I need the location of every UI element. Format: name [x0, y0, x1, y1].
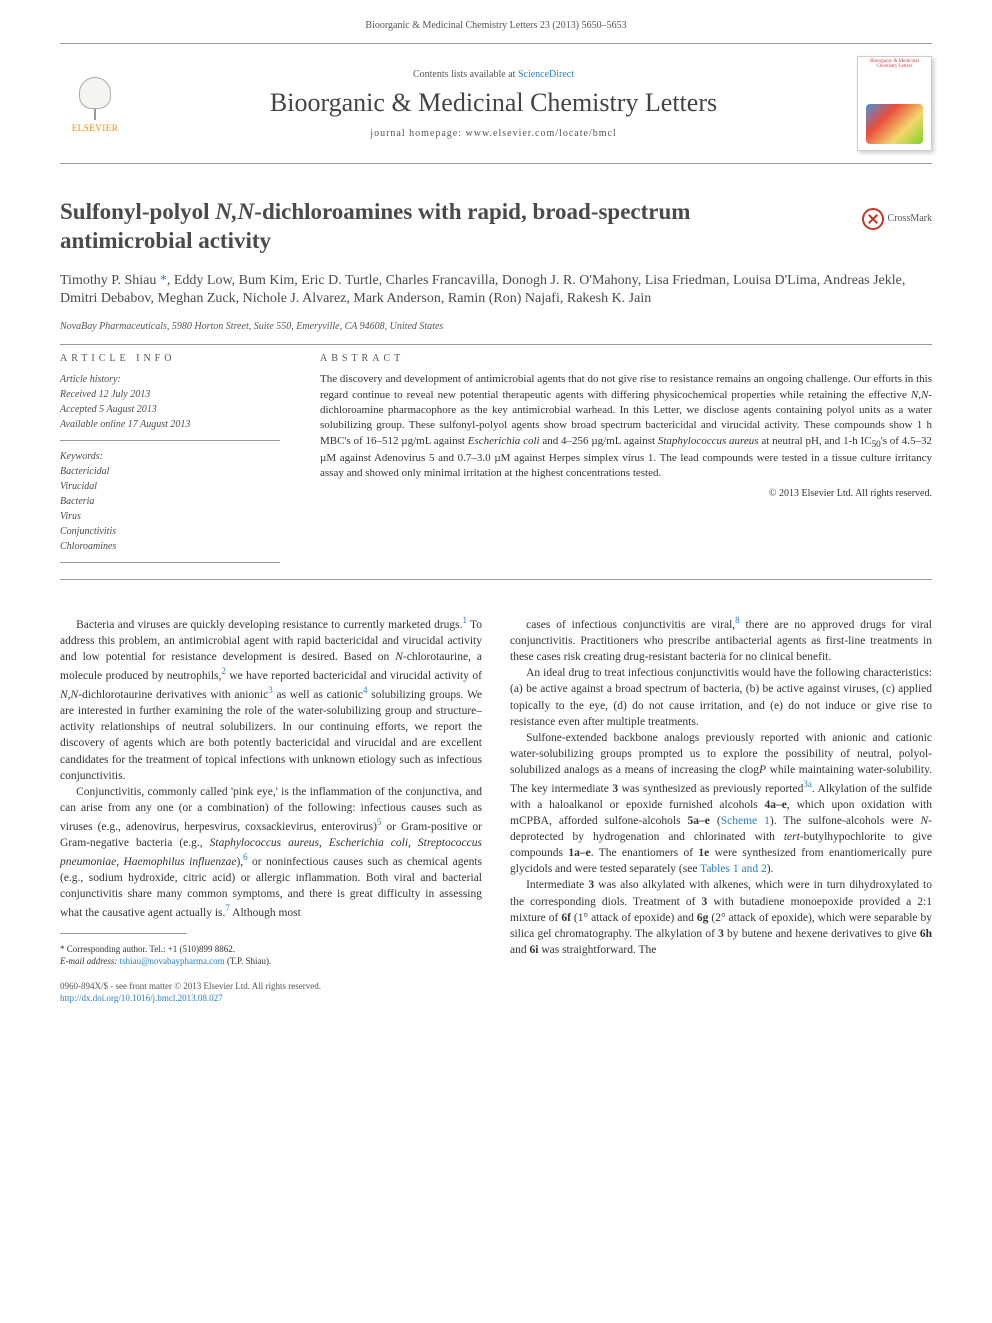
masthead-center: Contents lists available at ScienceDirec… [148, 69, 839, 139]
keywords-box: Keywords: Bactericidal Virucidal Bacteri… [60, 449, 280, 563]
author-email-link[interactable]: tshiau@novabaypharma.com [120, 956, 225, 966]
publisher-logo[interactable]: ELSEVIER [60, 66, 130, 141]
keyword: Bacteria [60, 494, 280, 509]
corresponding-author: * Corresponding author. Tel.: +1 (510)89… [60, 944, 482, 956]
body-paragraph: Sulfone-extended backbone analogs previo… [510, 730, 932, 878]
abstract-text: The discovery and development of antimic… [320, 372, 932, 481]
journal-cover-thumbnail[interactable]: Bioorganic & Medicinal Chemistry Letters [857, 56, 932, 151]
masthead: ELSEVIER Contents lists available at Sci… [60, 43, 932, 164]
abstract-column: ABSTRACT The discovery and development o… [320, 353, 932, 571]
abstract-heading: ABSTRACT [320, 353, 932, 364]
journal-title: Bioorganic & Medicinal Chemistry Letters [148, 88, 839, 118]
article-title: Sulfonyl-polyol N,N-dichloroamines with … [60, 198, 810, 256]
keywords-label: Keywords: [60, 449, 280, 464]
crossmark-label: CrossMark [888, 213, 932, 224]
article-body: Bacteria and viruses are quickly develop… [60, 614, 932, 967]
info-abstract-row: ARTICLE INFO Article history: Received 1… [60, 353, 932, 571]
homepage-url[interactable]: www.elsevier.com/locate/bmcl [466, 128, 617, 139]
body-paragraph: Conjunctivitis, commonly called 'pink ey… [60, 784, 482, 921]
received-date: Received 12 July 2013 [60, 387, 280, 402]
footnotes: * Corresponding author. Tel.: +1 (510)89… [60, 944, 482, 967]
keyword: Virus [60, 509, 280, 524]
publisher-name: ELSEVIER [72, 123, 119, 133]
keyword: Bactericidal [60, 464, 280, 479]
email-line: E-mail address: tshiau@novabaypharma.com… [60, 956, 482, 968]
body-paragraph: An ideal drug to treat infectious conjun… [510, 665, 932, 729]
running-head: Bioorganic & Medicinal Chemistry Letters… [60, 20, 932, 43]
crossmark-icon [862, 208, 884, 230]
keyword: Virucidal [60, 479, 280, 494]
contents-available: Contents lists available at ScienceDirec… [148, 69, 839, 80]
divider [60, 344, 932, 345]
footnote-separator [60, 933, 187, 938]
divider [60, 579, 932, 580]
sciencedirect-link[interactable]: ScienceDirect [518, 69, 574, 80]
email-suffix: (T.P. Shiau). [227, 956, 271, 966]
email-label: E-mail address: [60, 956, 117, 966]
copyright-line: © 2013 Elsevier Ltd. All rights reserved… [320, 488, 932, 499]
article-info-heading: ARTICLE INFO [60, 353, 280, 364]
affiliation: NovaBay Pharmaceuticals, 5980 Horton Str… [60, 321, 932, 332]
issn-line: 0960-894X/$ - see front matter © 2013 El… [60, 981, 932, 993]
footer: 0960-894X/$ - see front matter © 2013 El… [60, 981, 932, 1004]
body-paragraph: cases of infectious conjunctivitis are v… [510, 614, 932, 665]
body-paragraph: Intermediate 3 was also alkylated with a… [510, 877, 932, 957]
journal-homepage: journal homepage: www.elsevier.com/locat… [148, 128, 839, 139]
homepage-prefix: journal homepage: [370, 128, 465, 139]
accepted-date: Accepted 5 August 2013 [60, 402, 280, 417]
crossmark-widget[interactable]: CrossMark [862, 208, 932, 230]
history-label: Article history: [60, 372, 280, 387]
cover-caption: Bioorganic & Medicinal Chemistry Letters [870, 59, 919, 69]
article-history: Article history: Received 12 July 2013 A… [60, 372, 280, 441]
keyword: Conjunctivitis [60, 524, 280, 539]
body-paragraph: Bacteria and viruses are quickly develop… [60, 614, 482, 783]
elsevier-tree-icon [73, 75, 118, 120]
keyword: Chloroamines [60, 539, 280, 554]
doi-link[interactable]: http://dx.doi.org/10.1016/j.bmcl.2013.08… [60, 993, 223, 1003]
article-info-column: ARTICLE INFO Article history: Received 1… [60, 353, 280, 571]
online-date: Available online 17 August 2013 [60, 417, 280, 432]
author-list: Timothy P. Shiau *, Eddy Low, Bum Kim, E… [60, 272, 932, 310]
contents-prefix: Contents lists available at [413, 69, 518, 80]
